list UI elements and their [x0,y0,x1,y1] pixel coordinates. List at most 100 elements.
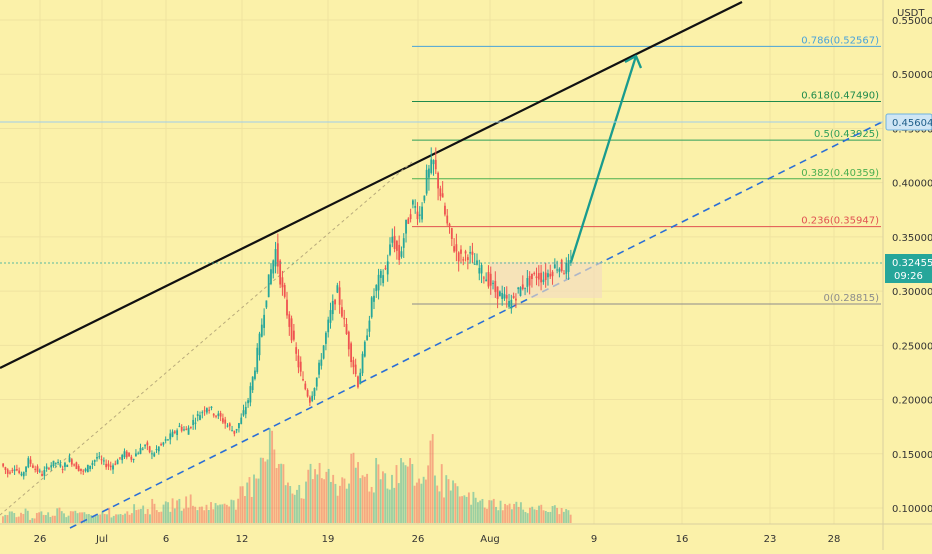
candle-body [121,454,124,461]
volume-bar [490,500,493,523]
volume-bar [440,464,443,523]
candle-body [318,362,320,375]
candle-body [244,406,247,415]
candle-body [421,206,423,220]
volume-bar [271,430,274,523]
volume-bar [506,505,509,523]
y-tick-label: 0.55000 [892,16,932,27]
candle-body [290,318,293,341]
candle-body [464,251,467,254]
volume-bar [29,519,32,523]
volume-bar [513,503,516,523]
candle-body [148,446,151,453]
volume-bar [293,494,296,523]
candle-body [2,463,5,467]
candle-body [169,433,172,440]
volume-bar [298,484,301,523]
candle-body [425,169,428,194]
candle-body [366,335,369,341]
candle-body [68,457,71,462]
candle-body [439,188,442,197]
volume-bar [151,498,154,523]
candle-body [325,332,327,344]
volume-bar [216,505,219,523]
volume-bar [253,474,255,523]
candle-body [460,249,462,254]
current-price-marker[interactable]: 0.32455 09:26 [0,254,932,283]
x-tick-labels: 26 Jul 6 12 19 26 Aug 9 16 23 28 [34,534,841,545]
candle-body [430,159,433,173]
y-tick-label: 0.30000 [892,287,932,298]
alert-level-label: 0.45604 [892,118,932,129]
alert-level-marker[interactable]: 0.45604 [0,113,932,131]
volume-bar [103,513,106,523]
candle-body [359,372,362,385]
candle-body [370,297,373,318]
volume-bar [4,514,7,523]
candle-body [222,418,224,423]
candle-body [379,270,382,278]
candle-body [544,272,547,281]
candle-body [274,249,277,267]
fib-retracement-tool[interactable]: 0(0.28815) 0.236(0.35947) 0.382(0.40359) 0.… [412,35,881,305]
volume-bar [72,511,74,523]
volume-bar [366,473,369,523]
volume-bar [223,503,226,523]
candle-body [537,273,540,280]
x-tick-label: 26 [34,534,47,545]
fib-level-label: 0.786(0.52567) [801,35,879,46]
projection-arrow-shaft[interactable] [569,55,638,263]
volume-bar [63,513,65,523]
candle-body [43,469,46,476]
volume-bar [542,510,545,523]
volume-bar [481,498,484,523]
candle-body [565,262,568,274]
candle-body [228,423,231,427]
candle-body [235,429,238,431]
volume-bar [94,515,97,523]
volume-bar [31,518,34,523]
volume-bar [124,513,127,523]
x-tick-label: Jul [95,534,108,545]
candle-body [54,462,57,464]
volume-bar [244,496,246,523]
volume-bar [406,466,409,523]
candle-body [130,456,133,460]
candle-body [215,415,217,417]
volume-bar [108,507,111,523]
lower-support-trendline[interactable] [69,121,883,529]
upper-resistance-trendline[interactable] [0,1,743,369]
candle-body [112,465,114,470]
volume-bar [495,506,497,523]
volume-bar [8,511,11,523]
volume-bar [329,481,332,523]
volume-bar [370,486,373,523]
volume-bar [162,504,165,523]
volume-bar [101,511,104,523]
candle-body [100,459,103,461]
drawing-layer[interactable] [0,1,883,529]
volume-bar [255,478,258,523]
volume-bar [447,479,450,523]
fib-level-label: 0(0.28815) [823,293,879,304]
volume-bar [345,488,348,523]
volume-bar [169,511,172,523]
volume-bar [205,504,208,523]
volume-bar [210,502,212,523]
volume-bar [54,515,56,523]
candle-body [41,473,43,476]
volume-bar [228,506,231,523]
volume-bar [533,509,536,523]
candle-body [508,301,510,307]
volume-bar [429,440,432,523]
volume-bar [382,471,384,523]
x-tick-label: 28 [828,534,841,545]
candle-body [299,361,302,372]
volume-bar [386,488,389,523]
volume-bar [164,501,167,523]
candle-body [189,426,192,428]
volume-bar [22,513,25,523]
